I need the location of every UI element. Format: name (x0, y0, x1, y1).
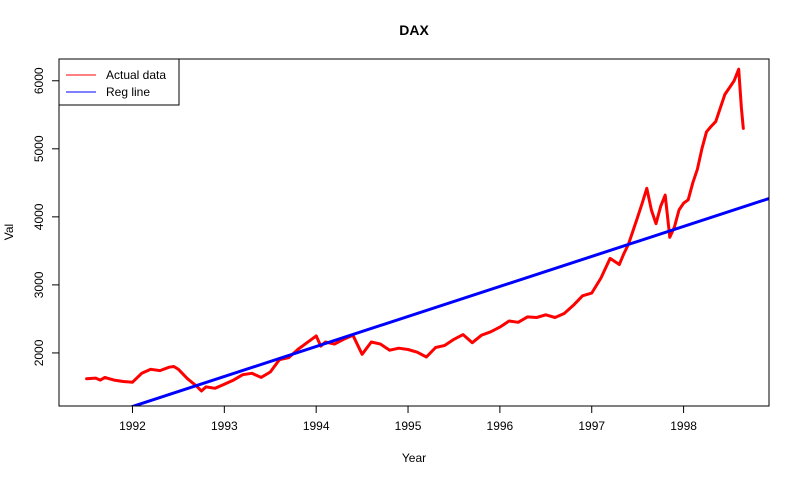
y-tick-label: 2000 (32, 339, 46, 366)
x-tick-label: 1993 (211, 419, 238, 433)
legend-box (58, 58, 180, 106)
x-tick-label: 1995 (395, 419, 422, 433)
x-axis-title: Year (402, 451, 426, 465)
chart-title: DAX (399, 22, 429, 38)
y-tick-label: 6000 (32, 67, 46, 94)
x-tick-label: 1997 (578, 419, 605, 433)
x-tick-label: 1994 (303, 419, 330, 433)
y-tick-label: 3000 (32, 271, 46, 298)
legend-label-reg-line: Reg line (106, 85, 150, 99)
x-tick-label: 1992 (119, 419, 146, 433)
legend-label-actual-data: Actual data (106, 68, 166, 82)
series-line-actual-data (85, 67, 745, 393)
x-axis: 1992 1993 1994 1995 1996 1997 1998 (119, 405, 697, 433)
y-tick-label: 4000 (32, 203, 46, 230)
x-tick-label: 1998 (670, 419, 697, 433)
y-tick-label: 5000 (32, 135, 46, 162)
x-tick-label: 1996 (487, 419, 514, 433)
y-axis-title: Val (2, 224, 16, 240)
legend: Actual data Reg line (58, 58, 180, 106)
plot-area (85, 67, 769, 406)
series-line-reg-line (129, 197, 769, 406)
y-axis: 2000 3000 4000 5000 6000 (32, 67, 60, 366)
